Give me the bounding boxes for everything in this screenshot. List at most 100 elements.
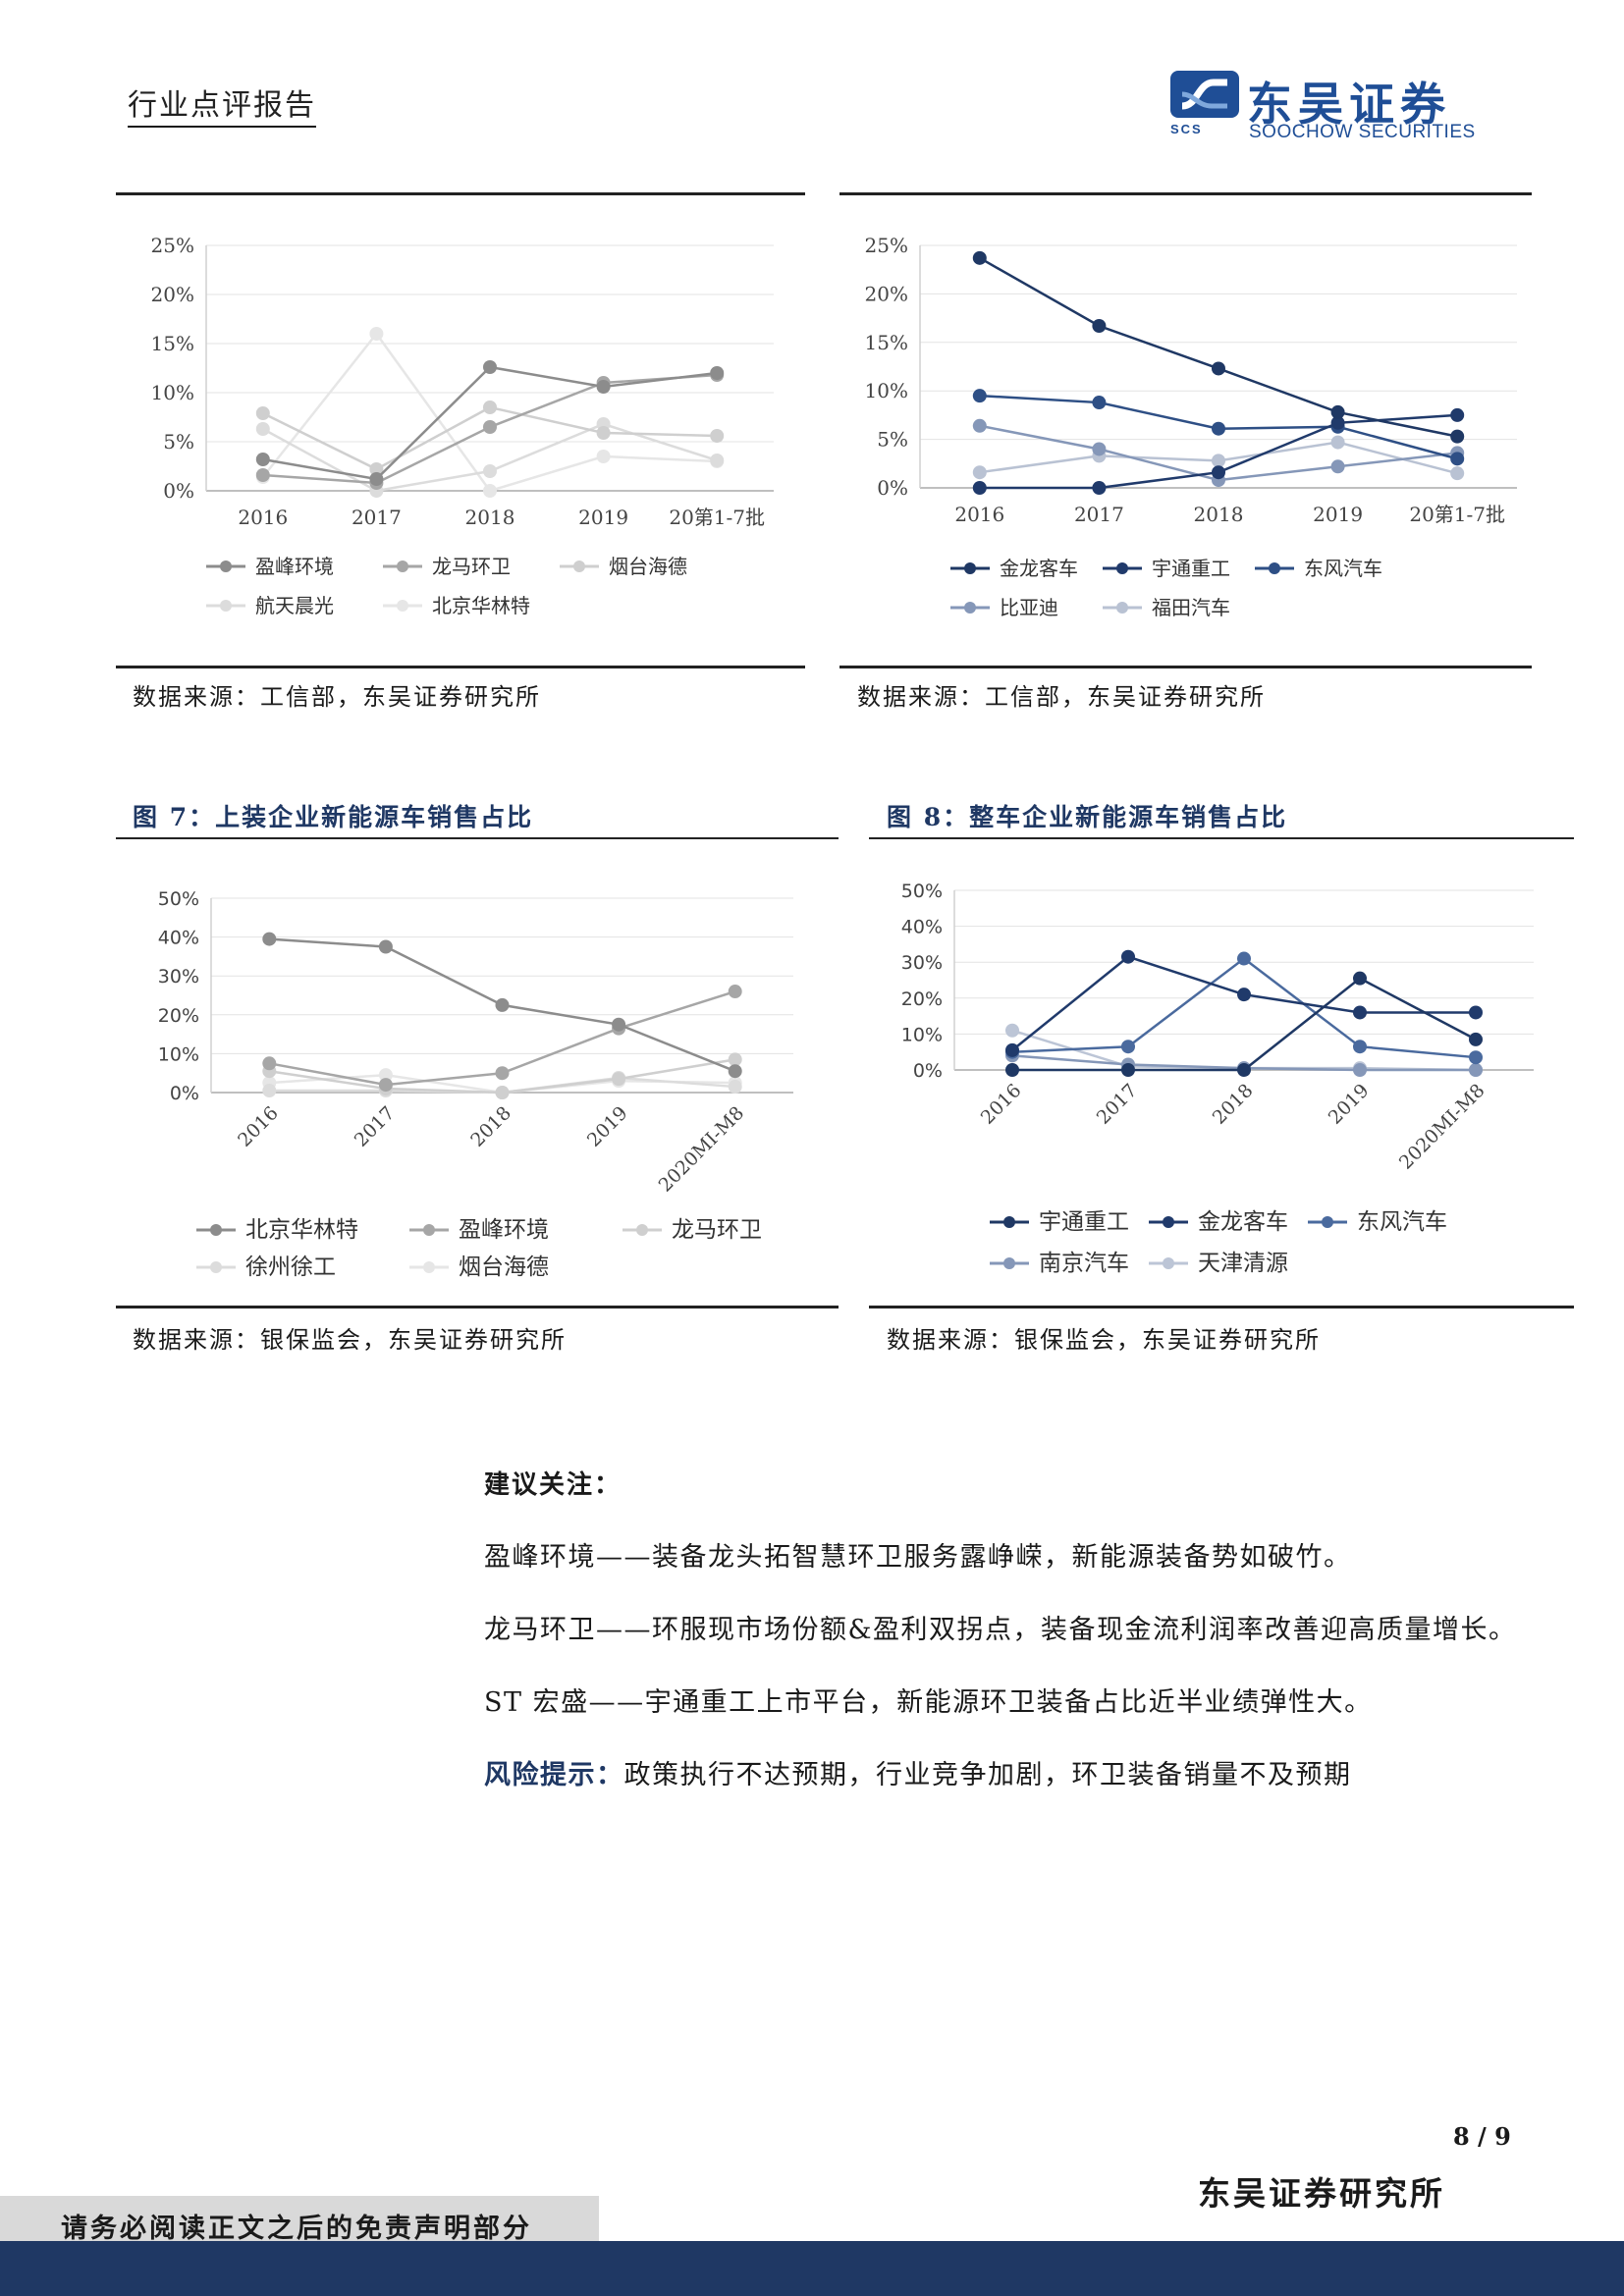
legend-label: 盈峰环境	[255, 555, 334, 578]
data-point	[495, 997, 510, 1012]
bottom-bar	[0, 2241, 1624, 2296]
data-point	[1469, 1050, 1483, 1065]
legend-label: 徐州徐工	[245, 1255, 336, 1280]
data-point	[1353, 1040, 1367, 1054]
data-point	[1212, 454, 1225, 468]
data-point	[1469, 1063, 1483, 1077]
data-point	[483, 464, 497, 478]
data-point	[972, 481, 987, 495]
footer-organization: 东吴证券研究所	[1198, 2174, 1445, 2213]
data-point	[1092, 442, 1107, 456]
legend-swatch-marker	[1116, 562, 1128, 574]
x-tick-label: 2018	[1209, 1080, 1258, 1129]
y-tick-label: 0%	[877, 476, 908, 500]
y-tick-label: 0%	[913, 1060, 943, 1082]
legend-label: 盈峰环境	[459, 1217, 549, 1243]
data-point	[1469, 1032, 1483, 1046]
y-tick-label: 50%	[901, 881, 943, 902]
data-point	[1237, 1063, 1251, 1077]
legend-label: 北京华林特	[245, 1217, 358, 1243]
data-point	[262, 1056, 277, 1071]
data-point	[1353, 971, 1367, 986]
legend-swatch-marker	[220, 600, 232, 612]
data-point	[1237, 988, 1251, 1002]
data-point	[972, 418, 987, 433]
x-tick-label: 2017	[1093, 1080, 1142, 1129]
data-point	[612, 1017, 626, 1032]
data-point	[1330, 404, 1345, 419]
legend-swatch-marker	[636, 1224, 648, 1236]
y-tick-label: 30%	[901, 952, 943, 974]
x-tick-label: 20第1-7批	[669, 506, 765, 529]
data-point	[262, 1084, 277, 1098]
data-point	[1450, 407, 1465, 422]
legend-label: 金龙客车	[1198, 1209, 1288, 1235]
legend-label: 龙马环卫	[432, 555, 511, 578]
x-tick-label: 2017	[351, 1102, 400, 1151]
data-point	[378, 1078, 393, 1093]
logo-english: SOOCHOW SECURITIES	[1249, 122, 1476, 142]
legend-swatch-marker	[1163, 1257, 1174, 1269]
risk-label: 风险提示：	[484, 1760, 624, 1790]
data-point	[483, 400, 497, 414]
legend-swatch-marker	[397, 600, 408, 612]
company-logo: 东吴证券 SCS SOOCHOW SECURITIES	[1168, 69, 1502, 147]
y-tick-label: 50%	[158, 888, 199, 910]
data-point	[255, 468, 270, 482]
x-tick-label: 2019	[1325, 1080, 1374, 1129]
logo-abbr: SCS	[1170, 122, 1203, 136]
data-point	[255, 422, 270, 436]
y-tick-label: 25%	[865, 234, 908, 257]
data-point	[1092, 319, 1107, 334]
legend-swatch-marker	[1269, 562, 1280, 574]
x-tick-label: 2016	[238, 506, 288, 529]
data-point	[1121, 949, 1135, 964]
legend-label: 龙马环卫	[672, 1217, 762, 1243]
data-point	[710, 366, 725, 380]
logo-mark-icon	[1170, 71, 1239, 118]
legend-label: 宇通重工	[1152, 557, 1230, 580]
y-tick-label: 40%	[901, 917, 943, 938]
fig7-bottom-rule	[116, 1306, 839, 1308]
data-point	[483, 420, 497, 434]
data-point	[1005, 1063, 1019, 1077]
legend-swatch-marker	[1322, 1216, 1333, 1228]
data-point	[596, 426, 611, 440]
legend-label: 天津清源	[1198, 1251, 1288, 1276]
data-point	[1330, 459, 1345, 474]
legend-label: 烟台海德	[609, 555, 687, 578]
series-line	[1011, 956, 1477, 1059]
legend-swatch-marker	[573, 561, 585, 572]
data-point	[1121, 1040, 1135, 1054]
data-point	[972, 389, 987, 403]
chart1-bottom-rule	[116, 666, 805, 668]
data-point	[255, 453, 270, 466]
data-point	[1121, 1063, 1135, 1077]
data-point	[483, 360, 497, 374]
legend-label: 比亚迪	[1000, 596, 1058, 619]
fig7-chart: 0% 10% 20% 30% 40% 50% 2016 2017 2018 2019 2020MI-…	[158, 888, 793, 1280]
x-tick-label: 2017	[1074, 503, 1124, 526]
data-point	[1330, 435, 1345, 450]
data-point	[710, 429, 725, 443]
chart1-top-rule	[116, 192, 805, 195]
recommendation-item: 盈峰环境——装备龙头拓智慧环卫服务露峥嵘，新能源装备势如破竹。	[484, 1542, 1352, 1573]
chart-top-right: 0% 5% 10% 15% 20% 25% 2016 2017 2018 2019 20第1-7批金…	[865, 234, 1517, 619]
legend-swatch-marker	[1003, 1216, 1015, 1228]
data-point	[1450, 452, 1465, 466]
y-tick-label: 20%	[865, 282, 908, 305]
data-point	[728, 1064, 742, 1079]
x-tick-label: 2020MI-M8	[1395, 1080, 1489, 1174]
y-tick-label: 10%	[151, 381, 194, 404]
data-point	[1353, 1005, 1367, 1020]
x-tick-label: 2019	[1313, 503, 1363, 526]
x-tick-label: 2017	[352, 506, 402, 529]
legend-swatch-marker	[397, 561, 408, 572]
y-tick-label: 20%	[901, 988, 943, 1010]
y-tick-label: 10%	[865, 379, 908, 402]
fig7-top-rule	[116, 837, 839, 839]
data-point	[369, 327, 384, 341]
disclaimer-text: 请务必阅读正文之后的免责声明部分	[61, 2214, 532, 2244]
data-point	[495, 1066, 510, 1081]
legend-swatch-marker	[1003, 1257, 1015, 1269]
